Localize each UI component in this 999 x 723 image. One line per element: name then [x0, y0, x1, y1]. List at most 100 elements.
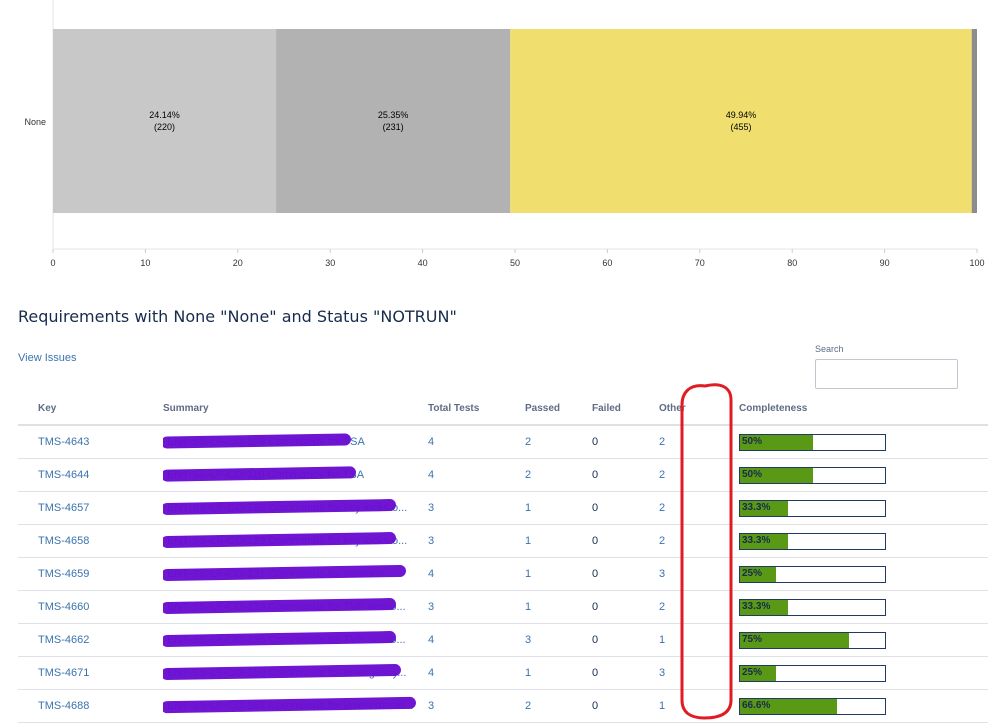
passed-link[interactable]: 1 [525, 502, 532, 514]
column-header-key[interactable]: Key [18, 392, 163, 426]
total-tests-link[interactable]: 4 [428, 436, 435, 448]
row-key[interactable]: TMS-4660 [18, 590, 163, 624]
column-header-failed[interactable]: Failed [592, 392, 659, 426]
row-passed[interactable]: 3 [525, 623, 592, 657]
view-issues-link[interactable]: View Issues [18, 352, 77, 364]
column-header-other[interactable]: Other [659, 392, 739, 426]
passed-link[interactable]: 1 [525, 535, 532, 547]
table-row[interactable]: TMS-4688 ENT-SS-LF-CO-167 Commands for le… [18, 689, 988, 723]
row-key[interactable]: TMS-4657 [18, 491, 163, 525]
row-key[interactable]: TMS-4671 [18, 656, 163, 690]
table-row[interactable]: TMS-4644 ENT-SS-LF-CO-110 Commands for TS… [18, 458, 988, 492]
table-row[interactable]: TMS-4671 ENT-SS-LF-CO-150 Commands for em… [18, 656, 988, 690]
issue-key-link[interactable]: TMS-4659 [38, 568, 90, 580]
row-other[interactable]: 2 [659, 590, 739, 624]
row-key[interactable]: TMS-4662 [18, 623, 163, 657]
row-other[interactable]: 1 [659, 689, 739, 723]
row-summary[interactable]: ENT-SS-LF-CO-135 Commands for TVP sectio… [163, 623, 428, 657]
issue-key-link[interactable]: TMS-4643 [38, 436, 90, 448]
other-link[interactable]: 3 [659, 667, 666, 679]
issue-key-link[interactable]: TMS-4658 [38, 535, 90, 547]
row-summary[interactable]: ENT-SS-LF-CO-150 Commands for emergency.… [163, 656, 428, 690]
row-other[interactable]: 2 [659, 425, 739, 459]
total-tests-link[interactable]: 4 [428, 568, 435, 580]
other-link[interactable]: 2 [659, 436, 666, 448]
passed-link[interactable]: 2 [525, 700, 532, 712]
passed-link[interactable]: 1 [525, 568, 532, 580]
row-other[interactable]: 3 [659, 557, 739, 591]
row-summary[interactable]: ENT-SS-LF-CO-128 Commands for key locks … [163, 491, 428, 525]
row-total-tests[interactable]: 4 [428, 458, 525, 492]
row-summary[interactable]: ENT-SS-LF-CO-133 Commands for TVP sectio… [163, 590, 428, 624]
row-key[interactable]: TMS-4659 [18, 557, 163, 591]
row-total-tests[interactable]: 4 [428, 425, 525, 459]
row-passed[interactable]: 1 [525, 524, 592, 558]
other-link[interactable]: 2 [659, 469, 666, 481]
passed-link[interactable]: 1 [525, 601, 532, 613]
row-passed[interactable]: 2 [525, 458, 592, 492]
row-key[interactable]: TMS-4644 [18, 458, 163, 492]
issue-key-link[interactable]: TMS-4662 [38, 634, 90, 646]
other-link[interactable]: 1 [659, 634, 666, 646]
column-header-passed[interactable]: Passed [525, 392, 592, 426]
total-tests-link[interactable]: 4 [428, 469, 435, 481]
table-row[interactable]: TMS-4658 ENT-SS-LF-CO-129 Commands for ke… [18, 524, 988, 558]
table-row[interactable]: TMS-4660 ENT-SS-LF-CO-133 Commands for TV… [18, 590, 988, 624]
row-total-tests[interactable]: 3 [428, 689, 525, 723]
row-passed[interactable]: 2 [525, 425, 592, 459]
search-input[interactable] [815, 359, 958, 389]
row-key[interactable]: TMS-4688 [18, 689, 163, 723]
total-tests-link[interactable]: 4 [428, 667, 435, 679]
chart-x-tick-label: 90 [880, 258, 890, 268]
row-total-tests[interactable]: 4 [428, 656, 525, 690]
column-header-total-tests[interactable]: Total Tests [428, 392, 525, 426]
passed-link[interactable]: 2 [525, 436, 532, 448]
row-passed[interactable]: 1 [525, 656, 592, 690]
column-header-summary[interactable]: Summary [163, 392, 428, 426]
table-row[interactable]: TMS-4662 ENT-SS-LF-CO-135 Commands for TV… [18, 623, 988, 657]
row-total-tests[interactable]: 4 [428, 557, 525, 591]
row-passed[interactable]: 1 [525, 491, 592, 525]
row-total-tests[interactable]: 3 [428, 491, 525, 525]
other-link[interactable]: 1 [659, 700, 666, 712]
issue-key-link[interactable]: TMS-4660 [38, 601, 90, 613]
row-key[interactable]: TMS-4658 [18, 524, 163, 558]
other-link[interactable]: 2 [659, 502, 666, 514]
total-tests-link[interactable]: 4 [428, 634, 435, 646]
issue-key-link[interactable]: TMS-4671 [38, 667, 90, 679]
table-row[interactable]: TMS-4657 ENT-SS-LF-CO-128 Commands for ke… [18, 491, 988, 525]
row-passed[interactable]: 1 [525, 557, 592, 591]
table-row[interactable]: TMS-4659 ENT-SS-LF-CO-131 Commands for se… [18, 557, 988, 591]
table-row[interactable]: TMS-4643 ENT-SS-LF-CO-109 Commands for TS… [18, 425, 988, 459]
total-tests-link[interactable]: 3 [428, 601, 435, 613]
row-other[interactable]: 2 [659, 524, 739, 558]
row-total-tests[interactable]: 3 [428, 590, 525, 624]
row-summary[interactable]: ENT-SS-LF-CO-131 Commands for sections .… [163, 557, 428, 591]
total-tests-link[interactable]: 3 [428, 535, 435, 547]
other-link[interactable]: 3 [659, 568, 666, 580]
issue-key-link[interactable]: TMS-4657 [38, 502, 90, 514]
passed-link[interactable]: 3 [525, 634, 532, 646]
row-other[interactable]: 1 [659, 623, 739, 657]
row-summary[interactable]: ENT-SS-LF-CO-110 Commands for TSA [163, 458, 428, 492]
other-link[interactable]: 2 [659, 535, 666, 547]
issue-key-link[interactable]: TMS-4688 [38, 700, 90, 712]
row-other[interactable]: 3 [659, 656, 739, 690]
row-passed[interactable]: 1 [525, 590, 592, 624]
passed-link[interactable]: 2 [525, 469, 532, 481]
other-link[interactable]: 2 [659, 601, 666, 613]
column-header-completeness[interactable]: Completeness [739, 392, 988, 426]
row-key[interactable]: TMS-4643 [18, 425, 163, 459]
issue-key-link[interactable]: TMS-4644 [38, 469, 90, 481]
row-summary[interactable]: ENT-SS-LF-CO-167 Commands for level cros… [163, 689, 428, 723]
row-total-tests[interactable]: 3 [428, 524, 525, 558]
row-summary[interactable]: ENT-SS-LF-CO-129 Commands for key locks … [163, 524, 428, 558]
row-other[interactable]: 2 [659, 458, 739, 492]
total-tests-link[interactable]: 3 [428, 700, 435, 712]
row-total-tests[interactable]: 4 [428, 623, 525, 657]
row-other[interactable]: 2 [659, 491, 739, 525]
total-tests-link[interactable]: 3 [428, 502, 435, 514]
passed-link[interactable]: 1 [525, 667, 532, 679]
row-summary[interactable]: ENT-SS-LF-CO-109 Commands for TSA [163, 425, 428, 459]
row-passed[interactable]: 2 [525, 689, 592, 723]
